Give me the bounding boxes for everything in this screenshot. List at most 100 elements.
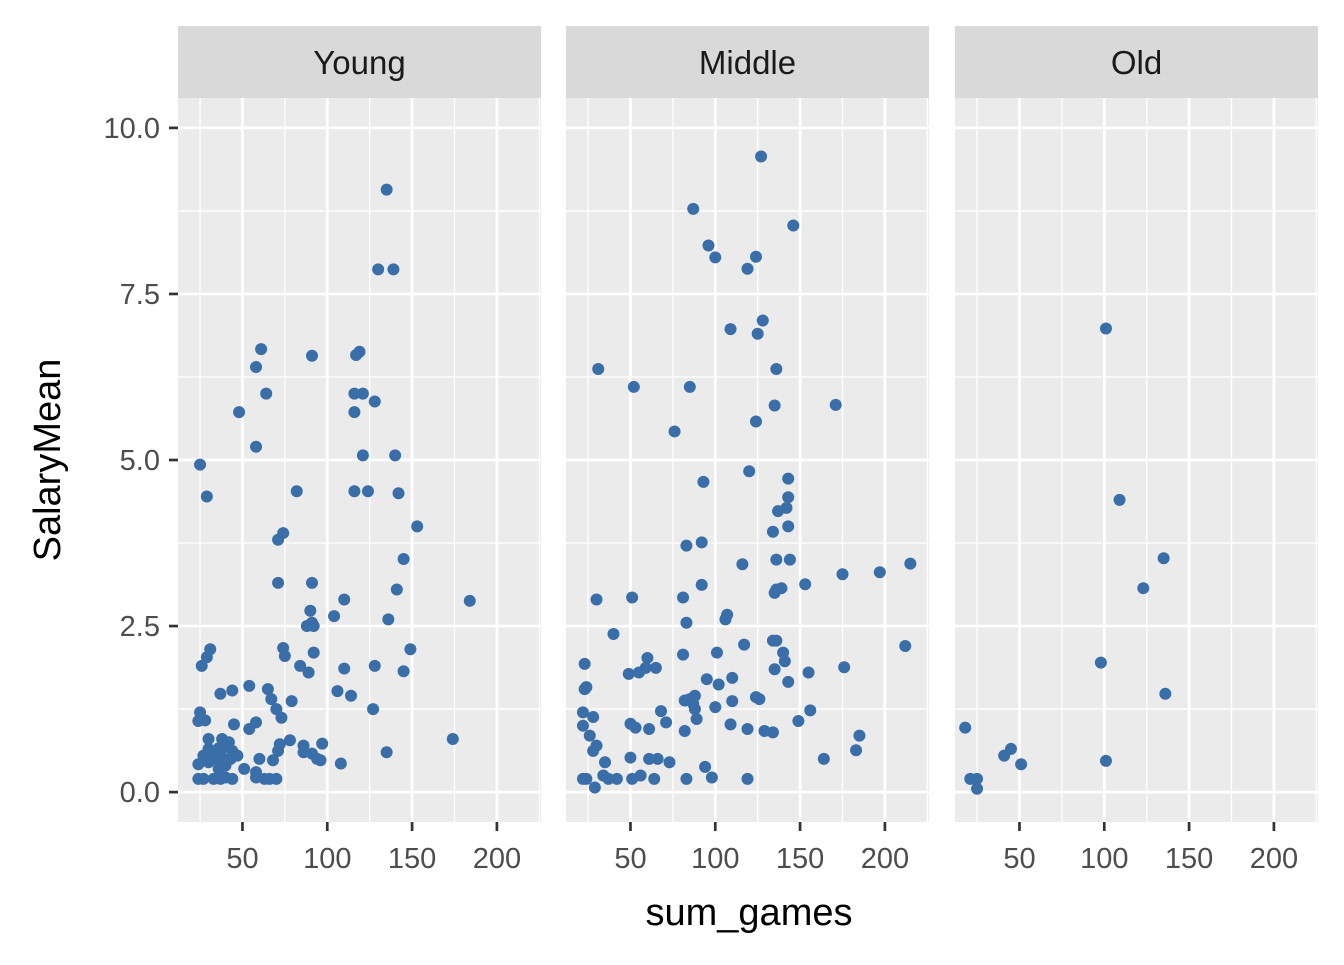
data-point (328, 610, 341, 623)
data-point (690, 713, 703, 726)
data-point (368, 395, 381, 408)
data-point (195, 659, 208, 672)
data-point (783, 553, 796, 566)
data-point (404, 643, 417, 656)
data-point (266, 754, 279, 767)
data-point (610, 772, 623, 785)
data-point (199, 714, 212, 727)
data-point (634, 769, 647, 782)
data-point (817, 752, 830, 765)
data-point (755, 150, 768, 163)
data-point (307, 620, 320, 633)
facet-strip-label: Middle (699, 44, 796, 81)
y-axis-title: SalaryMean (27, 359, 69, 562)
data-point (792, 715, 805, 728)
data-point (587, 744, 600, 757)
data-point (227, 718, 240, 731)
data-point (627, 380, 640, 393)
data-point (226, 684, 239, 697)
data-point (283, 734, 296, 747)
data-point (695, 536, 708, 549)
data-point (641, 651, 654, 664)
data-point (389, 449, 402, 462)
data-point (632, 666, 645, 679)
data-point (590, 593, 603, 606)
data-point (853, 729, 866, 742)
data-point (838, 661, 851, 674)
data-point (578, 683, 591, 696)
data-point (1137, 582, 1150, 595)
data-point (390, 583, 403, 596)
data-point (250, 361, 263, 374)
y-tick-label: 0.0 (120, 777, 160, 809)
data-point (700, 673, 713, 686)
data-point (749, 250, 762, 263)
x-tick-label: 50 (226, 843, 258, 875)
data-point (275, 711, 288, 724)
data-point (770, 553, 783, 566)
y-tick-label: 7.5 (120, 279, 160, 311)
data-point (709, 251, 722, 264)
data-point (214, 687, 227, 700)
x-tick-label: 50 (614, 843, 646, 875)
data-point (753, 693, 766, 706)
data-point (197, 772, 210, 785)
data-point (804, 704, 817, 717)
data-point (382, 613, 395, 626)
data-point (338, 593, 351, 606)
data-point (850, 744, 863, 757)
data-point (678, 725, 691, 738)
data-point (576, 719, 589, 732)
data-point (348, 387, 361, 400)
data-point (829, 398, 842, 411)
data-points (576, 150, 917, 794)
data-point (367, 703, 380, 716)
data-point (361, 485, 374, 498)
data-point (743, 465, 756, 478)
data-point (687, 202, 700, 215)
x-tick-label: 150 (1165, 843, 1213, 875)
data-point (387, 263, 400, 276)
data-point (629, 721, 642, 734)
data-point (971, 772, 984, 785)
data-point (1094, 656, 1107, 669)
data-point (651, 752, 664, 765)
data-point (607, 628, 620, 641)
data-point (587, 711, 600, 724)
facet-strip (178, 26, 541, 98)
data-point (345, 689, 358, 702)
data-point (253, 752, 266, 765)
data-point (624, 751, 637, 764)
data-point (1015, 758, 1028, 771)
data-point (695, 578, 708, 591)
data-point (316, 737, 329, 750)
data-point (350, 349, 363, 362)
data-point (265, 693, 278, 706)
data-point (212, 762, 225, 775)
data-point (643, 752, 656, 765)
data-point (226, 772, 239, 785)
data-point (331, 685, 344, 698)
data-point (782, 675, 795, 688)
data-point (270, 703, 283, 716)
data-point (683, 380, 696, 393)
facet-panel-young: Young 50 100 150 200 (178, 26, 541, 875)
data-point (778, 655, 791, 668)
data-point (724, 718, 737, 731)
x-tick-label: 200 (1250, 843, 1298, 875)
data-point (668, 425, 681, 438)
facet-panel-old: Old 50 100 150 200 (955, 26, 1318, 875)
data-point (334, 757, 347, 770)
data-point (260, 387, 273, 400)
data-point (285, 695, 298, 708)
data-point (304, 604, 317, 617)
facet-panels: Young 50 100 150 200 Middle 50 100 150 200 Old 50 10… (178, 26, 1318, 875)
data-point (272, 533, 285, 546)
data-point (959, 721, 972, 734)
data-point (302, 666, 315, 679)
data-point (782, 491, 795, 504)
data-point (192, 758, 205, 771)
data-point (654, 705, 667, 718)
data-point (680, 539, 693, 552)
